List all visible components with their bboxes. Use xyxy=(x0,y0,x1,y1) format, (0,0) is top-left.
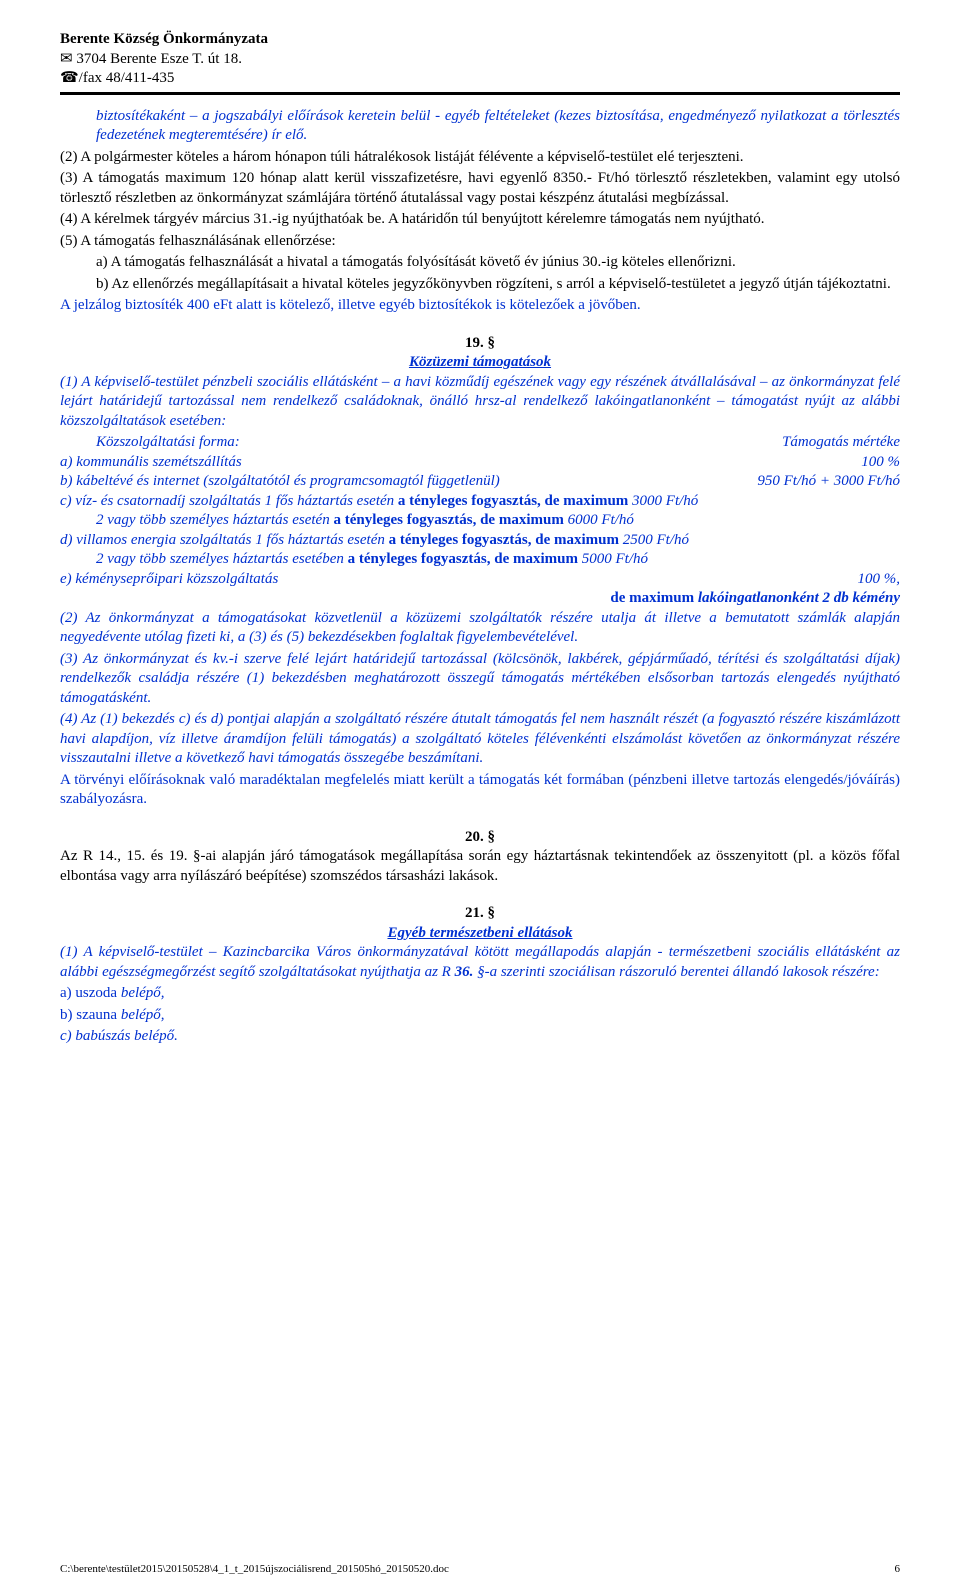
section-21-title: Egyéb természetbeni ellátások xyxy=(60,924,900,944)
header-rule xyxy=(60,92,900,95)
service-c1-label: c) víz- és csatornadíj szolgáltatás 1 fő… xyxy=(60,492,900,512)
org-name: Berente Község Önkormányzata xyxy=(60,30,900,50)
item-b-suffix: belépő, xyxy=(121,1007,165,1023)
service-b-value: 950 Ft/hó + 3000 Ft/hó xyxy=(737,472,900,492)
document-page: Berente Község Önkormányzata ✉ 3704 Bere… xyxy=(0,0,960,1594)
para-19-5: A törvényi előírásoknak való maradéktala… xyxy=(60,771,900,810)
page-footer: C:\berente\testület2015\20150528\4_1_t_2… xyxy=(60,1562,900,1576)
paragraph-3: (3) A támogatás maximum 120 hónap alatt … xyxy=(60,169,900,208)
service-b: b) kábeltévé és internet (szolgáltatótól… xyxy=(60,472,900,492)
service-a-label: a) kommunális szemétszállítás xyxy=(60,453,841,473)
para-21-a: a) uszoda belépő, xyxy=(60,984,900,1004)
service-a: a) kommunális szemétszállítás 100 % xyxy=(60,453,900,473)
section-20-number: 20. § xyxy=(60,828,900,848)
paragraph-jelzalog: A jelzálog biztosíték 400 eFt alatt is k… xyxy=(60,296,900,316)
service-d1-label: d) villamos energia szolgáltatás 1 fős h… xyxy=(60,531,900,551)
service-b-label: b) kábeltévé és internet (szolgáltatótól… xyxy=(60,472,737,492)
service-d2: 2 vagy több személyes háztartás esetében… xyxy=(60,550,900,570)
service-e-value: 100 %, xyxy=(838,570,901,590)
service-e-label: e) kéményseprőipari közszolgáltatás xyxy=(60,570,838,590)
section-19-number: 19. § xyxy=(60,334,900,354)
paragraph-5b: b) Az ellenőrzés megállapításait a hivat… xyxy=(96,275,900,295)
para-19-2: (2) Az önkormányzat a támogatásokat közv… xyxy=(60,609,900,648)
paragraph-4: (4) A kérelmek tárgyév március 31.-ig ny… xyxy=(60,210,900,230)
service-c2-label: 2 vagy több személyes háztartás esetén a… xyxy=(96,511,900,531)
paragraph-5a: a) A támogatás felhasználását a hivatal … xyxy=(96,253,900,273)
footer-path: C:\berente\testület2015\20150528\4_1_t_2… xyxy=(60,1562,449,1576)
section-19-title: Közüzemi támogatások xyxy=(60,353,900,373)
para-21-c: c) babúszás belépő. xyxy=(60,1027,900,1047)
para-19-4: (4) Az (1) bekezdés c) és d) pontjai ala… xyxy=(60,710,900,769)
service-e-max-text: lakóingatlanonként 2 db kémény xyxy=(698,590,900,606)
service-e: e) kéményseprőipari közszolgáltatás 100 … xyxy=(60,570,900,590)
page-header: Berente Község Önkormányzata ✉ 3704 Bere… xyxy=(60,30,900,89)
para-21-b: b) szauna belépő, xyxy=(60,1006,900,1026)
service-c2: 2 vagy több személyes háztartás esetén a… xyxy=(60,511,900,531)
service-header-left: Közszolgáltatási forma: xyxy=(96,433,762,453)
item-a-suffix: belépő, xyxy=(121,985,165,1001)
item-a-prefix: a) uszoda xyxy=(60,985,121,1001)
service-c1: c) víz- és csatornadíj szolgáltatás 1 fő… xyxy=(60,492,900,512)
para-20: Az R 14., 15. és 19. §-ai alapján járó t… xyxy=(60,847,900,886)
service-d1: d) villamos energia szolgáltatás 1 fős h… xyxy=(60,531,900,551)
service-e-max: de maximum lakóingatlanonként 2 db kémén… xyxy=(60,589,900,609)
service-header-right: Támogatás mértéke xyxy=(762,433,900,453)
para-21-1: (1) A képviselő-testület – Kazincbarcika… xyxy=(60,943,900,982)
paragraph-biztositek: biztosítékaként – a jogszabályi előíráso… xyxy=(96,107,900,146)
paragraph-5: (5) A támogatás felhasználásának ellenőr… xyxy=(60,232,900,252)
service-header-row: Közszolgáltatási forma: Támogatás mérték… xyxy=(60,433,900,453)
service-a-value: 100 % xyxy=(841,453,900,473)
footer-page-number: 6 xyxy=(895,1562,901,1576)
org-phone: ☎/fax 48/411-435 xyxy=(60,69,900,89)
org-address: ✉ 3704 Berente Esze T. út 18. xyxy=(60,50,900,70)
para-19-3: (3) Az önkormányzat és kv.-i szerve felé… xyxy=(60,650,900,709)
section-21-number: 21. § xyxy=(60,904,900,924)
para-19-1: (1) A képviselő-testület pénzbeli szociá… xyxy=(60,373,900,432)
paragraph-2: (2) A polgármester köteles a három hónap… xyxy=(60,148,900,168)
item-b-prefix: b) szauna xyxy=(60,1007,121,1023)
service-e-max-prefix: de maximum xyxy=(610,590,698,606)
service-d2-label: 2 vagy több személyes háztartás esetében… xyxy=(96,550,900,570)
